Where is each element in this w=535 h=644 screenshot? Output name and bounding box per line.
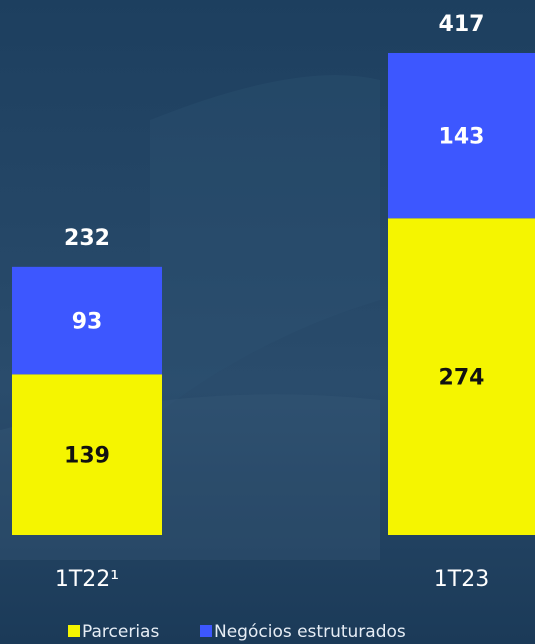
value-label: 93 — [72, 310, 103, 335]
x-tick-label: 1T23 — [434, 567, 489, 592]
total-label: 232 — [64, 226, 110, 251]
bar-segment — [12, 374, 162, 535]
legend-swatch — [68, 625, 80, 637]
bar-segment — [388, 53, 535, 219]
x-tick-label: 1T22¹ — [55, 567, 119, 592]
legend-swatch — [200, 625, 212, 637]
value-label: 143 — [439, 125, 485, 150]
total-label: 417 — [439, 12, 485, 37]
bar-segment — [388, 218, 535, 535]
legend-label: Parcerias — [82, 622, 159, 642]
background-shape — [150, 75, 380, 420]
bar-segment — [12, 266, 162, 375]
value-label: 274 — [439, 366, 485, 391]
value-label: 139 — [64, 444, 110, 469]
legend-label: Negócios estruturados — [214, 622, 406, 642]
